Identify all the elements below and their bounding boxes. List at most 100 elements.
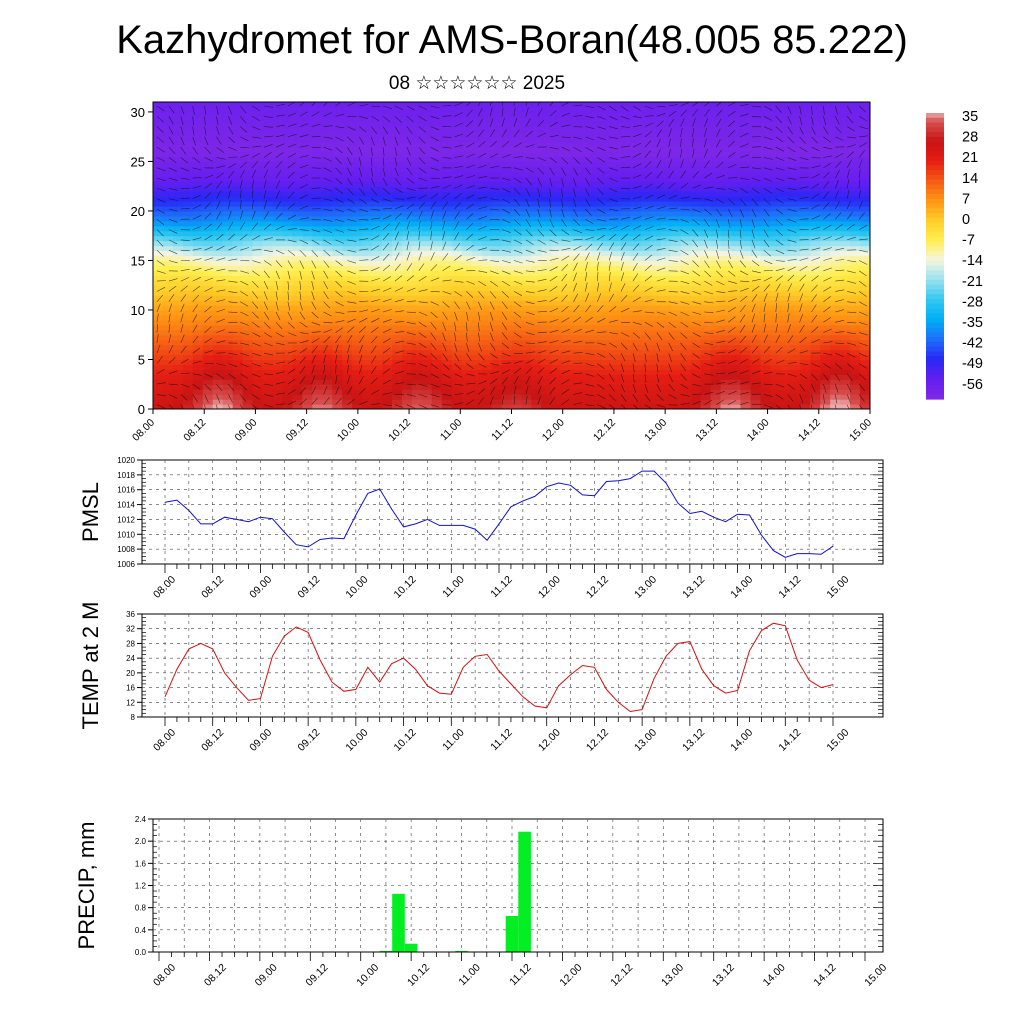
colorbar-cell bbox=[926, 313, 944, 319]
chart-title: Kazhydromet for AMS-Boran(48.005 85.222) bbox=[116, 18, 908, 62]
heatmap-y-tick-label: 10 bbox=[131, 303, 145, 318]
precip-x-tick-label: 13.00 bbox=[659, 962, 686, 989]
colorbar-cell bbox=[926, 341, 944, 348]
precip-x-tick-label: 08.12 bbox=[202, 962, 229, 989]
pmsl-y-tick-label: 1010 bbox=[117, 530, 135, 539]
colorbar-cell bbox=[926, 227, 944, 233]
precip-bar bbox=[518, 831, 531, 952]
pmsl-x-tick-label: 12.00 bbox=[536, 574, 563, 601]
colorbar-cell bbox=[926, 360, 944, 367]
precip-x-tick-label: 09.00 bbox=[253, 962, 280, 989]
precip-x-tick-label: 11.12 bbox=[507, 962, 534, 989]
heatmap-x-tick-label: 15.00 bbox=[847, 417, 874, 444]
temp-frame bbox=[141, 613, 884, 718]
colorbar-cell bbox=[926, 379, 944, 386]
heatmap-x-tick-label: 14.00 bbox=[745, 417, 772, 444]
colorbar-cell bbox=[926, 203, 944, 209]
heatmap-x-tick-label: 09.00 bbox=[232, 417, 259, 444]
colorbar-label: 0 bbox=[962, 212, 970, 228]
colorbar-cell bbox=[926, 146, 944, 152]
pmsl-x-tick-label: 11.00 bbox=[440, 574, 467, 601]
colorbar-cell bbox=[926, 308, 944, 314]
colorbar-cell bbox=[926, 351, 944, 357]
precip-panel: 0.0 0.4 0.8 1.2 1.6 2.0 2.4 08.00 08.12 09.00 09.1… bbox=[74, 815, 889, 989]
heatmap-y-tick-label: 20 bbox=[131, 204, 145, 219]
precip-x-tick-label: 14.00 bbox=[761, 962, 788, 989]
temp-x-tick-label: 14.12 bbox=[776, 727, 803, 754]
temp-y-tick-label: 24 bbox=[126, 654, 135, 663]
precip-x-tick-label: 12.12 bbox=[608, 962, 635, 989]
colorbar-cell bbox=[926, 317, 944, 324]
colorbar-label: 35 bbox=[962, 109, 978, 125]
colorbar-cell bbox=[926, 236, 944, 243]
colorbar-label: 21 bbox=[962, 150, 978, 166]
colorbar-cell bbox=[926, 365, 944, 371]
pmsl-x-tick-label: 14.12 bbox=[776, 574, 803, 601]
chart-subtitle: 08 ☆☆☆☆☆☆ 2025 bbox=[388, 73, 566, 94]
colorbar-label: -56 bbox=[962, 377, 983, 393]
colorbar-label: -49 bbox=[962, 356, 983, 372]
pmsl-x-tick-label: 14.00 bbox=[728, 574, 755, 601]
heatmap-x-tick-label: 09.12 bbox=[284, 417, 311, 444]
heatmap-panel: 0 5 10 15 20 25 30 08.00 08.12 09.00 09.12 10.00 10.… bbox=[130, 101, 874, 444]
temp-y-tick-label: 36 bbox=[126, 610, 135, 619]
colorbar-cell bbox=[926, 298, 944, 305]
precip-x-tick-label: 13.12 bbox=[710, 962, 737, 989]
pmsl-y-tick-label: 1018 bbox=[117, 471, 135, 480]
temp-y-tick-label: 16 bbox=[126, 684, 135, 693]
precip-x-tick-label: 08.00 bbox=[151, 962, 178, 989]
precip-y-tick-label: 0.8 bbox=[135, 904, 147, 913]
colorbar-cell bbox=[926, 160, 944, 167]
colorbar-cell bbox=[926, 270, 944, 276]
colorbar-cell bbox=[926, 217, 944, 224]
pmsl-series-line bbox=[164, 470, 834, 558]
pmsl-x-tick-label: 09.00 bbox=[247, 574, 274, 601]
heatmap-x-tick-label: 14.12 bbox=[796, 417, 823, 444]
heatmap-y-tick-label: 0 bbox=[138, 402, 145, 417]
pmsl-y-tick-label: 1008 bbox=[117, 545, 135, 554]
pmsl-y-tick-label: 1012 bbox=[117, 515, 135, 524]
temp-x-tick-label: 11.12 bbox=[488, 727, 515, 754]
precip-x-tick-label: 15.00 bbox=[862, 962, 889, 989]
temp-series-line bbox=[164, 622, 834, 713]
colorbar-cell bbox=[926, 198, 944, 205]
pmsl-x-tick-label: 11.12 bbox=[488, 574, 515, 601]
heatmap-y-tick-label: 5 bbox=[138, 352, 145, 367]
temp-y-tick-label: 8 bbox=[131, 713, 136, 722]
colorbar-cell bbox=[926, 346, 944, 352]
colorbar-label: -21 bbox=[962, 274, 983, 290]
colorbar-cell bbox=[926, 151, 944, 157]
heatmap-x-tick-label: 13.00 bbox=[642, 417, 669, 444]
pmsl-panel: 1006 1008 1010 1012 1014 1016 1018 1020 08.00 08.… bbox=[78, 456, 884, 601]
pmsl-y-tick-label: 1014 bbox=[117, 501, 135, 510]
pmsl-frame bbox=[141, 459, 884, 565]
colorbar-cell bbox=[926, 389, 944, 395]
colorbar-cell bbox=[926, 251, 944, 257]
colorbar-cell bbox=[926, 174, 944, 181]
heatmap-x-tick-label: 08.00 bbox=[130, 417, 157, 444]
precip-y-tick-label: 2.0 bbox=[135, 837, 147, 846]
colorbar-cell bbox=[926, 327, 944, 333]
temp-y-tick-label: 28 bbox=[126, 639, 135, 648]
pmsl-x-tick-label: 15.00 bbox=[824, 574, 851, 601]
colorbar-cell bbox=[926, 132, 944, 138]
pmsl-x-tick-label: 13.12 bbox=[680, 574, 707, 601]
heatmap-x-tick-label: 13.12 bbox=[693, 417, 720, 444]
colorbar-cell bbox=[926, 232, 944, 238]
colorbar-label: -42 bbox=[962, 336, 983, 352]
pmsl-x-tick-label: 09.12 bbox=[295, 574, 322, 601]
colorbar-cell bbox=[926, 294, 944, 300]
temp-y-tick-label: 32 bbox=[126, 625, 135, 634]
colorbar-cell bbox=[926, 208, 944, 214]
colorbar-cell bbox=[926, 256, 944, 262]
precip-bar bbox=[455, 950, 468, 952]
colorbar-cell bbox=[926, 170, 944, 176]
heatmap-x-tick-label: 12.00 bbox=[540, 417, 567, 444]
temp-panel: 8 12 16 20 24 28 32 36 08.00 08.12 09.00 09.12 10.00… bbox=[78, 602, 884, 754]
precip-y-tick-label: 2.4 bbox=[135, 815, 147, 824]
colorbar-cell bbox=[926, 127, 944, 133]
heatmap-x-tick-label: 08.12 bbox=[181, 417, 208, 444]
colorbar-cell bbox=[926, 155, 944, 162]
precip-x-tick-label: 12.00 bbox=[557, 962, 584, 989]
colorbar-label: 28 bbox=[962, 130, 978, 146]
